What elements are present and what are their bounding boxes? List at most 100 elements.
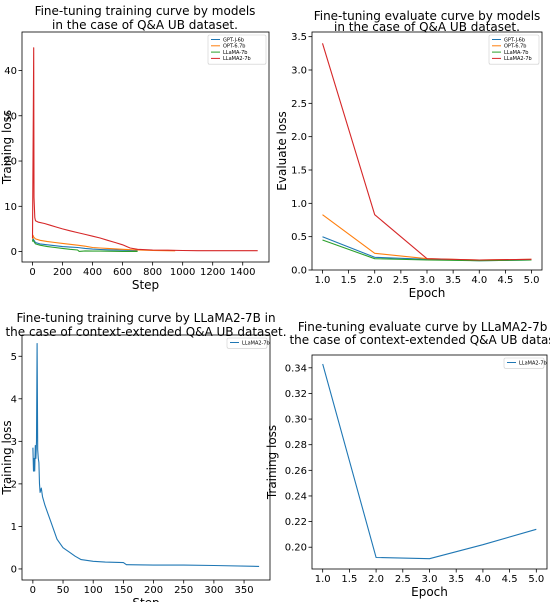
x-tick-label: 0 (29, 267, 35, 278)
x-tick-label: 1.0 (315, 275, 331, 286)
y-tick-label: 0.34 (285, 363, 307, 374)
chart-4: Fine-tuning evaluate curve by LLaMA2-7b … (265, 320, 550, 599)
x-tick-label: 4.5 (497, 275, 513, 286)
x-tick-label: 3.5 (448, 574, 464, 585)
x-tick-label: 300 (204, 585, 223, 596)
legend: LLaMA2-7b (503, 357, 547, 369)
x-tick-label: 0 (30, 585, 36, 596)
legend-label: LLaMA-7b (504, 50, 528, 56)
x-tick-label: 200 (53, 267, 72, 278)
axes-frame (311, 31, 543, 271)
legend-label: OPT-6.7b (504, 44, 526, 50)
axes-frame (21, 334, 271, 581)
x-tick-label: 1000 (170, 267, 195, 278)
chart-3: Fine-tuning training curve by LLaMA2-7B … (0, 311, 287, 602)
y-tick-label: 0.26 (285, 466, 307, 477)
y-axis-label: Training loss (265, 425, 279, 500)
y-tick-label: 0.30 (285, 415, 307, 426)
series-line (32, 342, 260, 567)
series-line (31, 239, 138, 252)
x-tick-label: 800 (143, 267, 162, 278)
legend-box (207, 34, 267, 65)
legend-label: LLaMA2-7b (504, 56, 532, 62)
axes-frame (21, 31, 270, 263)
chart-title: in the case of Q&A UB dataset. (52, 18, 238, 32)
y-tick-label: 0.22 (285, 517, 307, 528)
y-tick-label: 0.20 (285, 543, 307, 554)
y-tick-label: 2.0 (291, 132, 307, 143)
y-tick-label: 0.24 (285, 491, 307, 502)
y-tick-label: 0.28 (285, 440, 307, 451)
y-tick-label: 0.5 (291, 232, 307, 243)
x-tick-label: 400 (83, 267, 102, 278)
x-tick-label: 2.5 (395, 574, 411, 585)
x-tick-label: 4.0 (471, 275, 487, 286)
y-axis-label: Training loss (0, 110, 14, 185)
y-tick-label: 20 (4, 157, 17, 168)
y-tick-label: 5 (11, 352, 17, 363)
legend: LLaMA2-7b (226, 337, 270, 349)
chart-title: in the case of Q&A UB dataset. (334, 20, 520, 34)
legend-label: LLaMA-7b (223, 50, 247, 56)
x-tick-label: 350 (235, 585, 254, 596)
x-tick-label: 3.0 (419, 275, 435, 286)
x-tick-label: 1400 (230, 267, 255, 278)
x-tick-label: 250 (174, 585, 193, 596)
y-tick-label: 3 (11, 437, 17, 448)
y-tick-label: 40 (4, 66, 17, 77)
legend-label: OPT-6.7b (223, 44, 245, 50)
chart-title: Fine-tuning evaluate curve by LLaMA2-7b … (298, 320, 550, 334)
y-tick-label: 0 (11, 247, 17, 258)
chart-title: Fine-tuning training curve by models (35, 4, 256, 18)
series-line (31, 234, 176, 252)
x-tick-label: 3.5 (445, 275, 461, 286)
y-tick-label: 0.0 (291, 266, 307, 277)
series-line (321, 43, 532, 261)
x-tick-label: 4.0 (475, 574, 491, 585)
legend-label: GPT-J-6b (504, 37, 525, 43)
legend-label: LLaMA2-7b (519, 360, 547, 366)
x-tick-label: 1.0 (315, 574, 331, 585)
legend-label: LLaMA2-7b (242, 340, 270, 346)
series-line (322, 236, 532, 262)
y-axis-label: Training loss (0, 420, 14, 495)
legend-box (503, 357, 545, 369)
x-tick-label: 2.0 (367, 275, 383, 286)
y-tick-label: 30 (4, 111, 17, 122)
y-tick-label: 1 (11, 522, 17, 533)
x-tick-label: 1.5 (341, 275, 357, 286)
chart-title: the case of context-extended Q&A UB data… (5, 325, 286, 339)
x-tick-label: 200 (144, 585, 163, 596)
series-line (322, 363, 537, 560)
y-tick-label: 2.5 (291, 99, 307, 110)
y-tick-label: 3.0 (291, 66, 307, 77)
x-axis-label: Step (132, 278, 159, 292)
x-tick-label: 3.0 (422, 574, 438, 585)
legend-label: GPT-J-6b (223, 37, 244, 43)
legend-box (488, 34, 540, 65)
x-tick-label: 100 (84, 585, 103, 596)
legend-label: LLaMA2-7b (223, 56, 251, 62)
legend-box (226, 337, 268, 349)
y-tick-label: 0 (11, 564, 17, 575)
x-tick-label: 150 (114, 585, 133, 596)
y-tick-label: 1.0 (291, 199, 307, 210)
x-tick-label: 2.5 (393, 275, 409, 286)
x-axis-label: Epoch (409, 286, 446, 300)
series-line (31, 47, 258, 252)
y-tick-label: 2 (11, 479, 17, 490)
x-tick-label: 2.0 (368, 574, 384, 585)
y-tick-label: 3.5 (291, 32, 307, 43)
x-axis-label: Step (132, 596, 159, 602)
y-tick-label: 0.32 (285, 389, 307, 400)
chart-title: Fine-tuning training curve by LLaMA2-7B … (16, 311, 275, 325)
y-tick-label: 1.5 (291, 166, 307, 177)
series-line (322, 239, 532, 262)
series-line (31, 237, 138, 252)
x-tick-label: 5.0 (524, 275, 540, 286)
